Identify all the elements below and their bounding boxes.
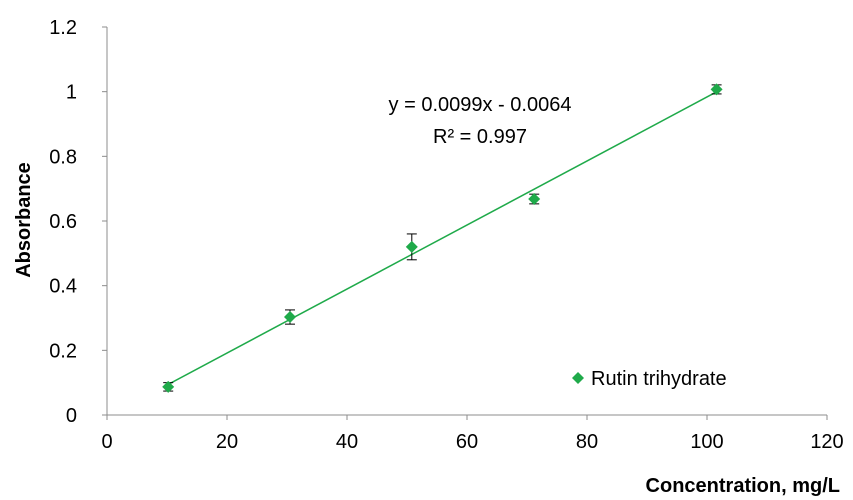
- trendline-group: [167, 91, 717, 386]
- y-tick-label: 0.6: [49, 211, 77, 233]
- data-point: [162, 380, 175, 393]
- data-point: [528, 193, 541, 206]
- y-tick-label: 0.4: [49, 276, 77, 298]
- r-squared-label: R² = 0.997: [433, 126, 527, 148]
- y-tick-label: 0.8: [49, 146, 77, 168]
- trendline: [167, 91, 717, 386]
- x-tick-label: 40: [336, 431, 358, 453]
- legend: Rutin trihydrate: [572, 368, 727, 390]
- data-point: [405, 240, 418, 253]
- y-axis-ticks: 0 0.2 0.4 0.6 0.8 1 1.2: [49, 17, 107, 427]
- x-tick-label: 100: [690, 431, 723, 453]
- x-tick-label: 80: [576, 431, 598, 453]
- x-axis-title: Concentration, mg/L: [646, 475, 840, 497]
- trendline-equation: y = 0.0099x - 0.0064: [389, 94, 572, 116]
- legend-marker-diamond: [572, 372, 584, 384]
- y-tick-label: 1: [66, 82, 77, 104]
- data-point: [284, 311, 296, 324]
- x-tick-label: 0: [101, 431, 112, 453]
- y-tick-label: 1.2: [49, 17, 77, 39]
- data-point: [710, 83, 723, 96]
- y-tick-label: 0.2: [49, 340, 77, 362]
- y-axis-title: Absorbance: [13, 162, 35, 278]
- x-tick-label: 60: [456, 431, 478, 453]
- x-tick-label: 120: [810, 431, 843, 453]
- x-axis-ticks: 0 20 40 60 80 100 120: [101, 415, 844, 453]
- legend-label: Rutin trihydrate: [591, 368, 727, 390]
- y-tick-label: 0: [66, 405, 77, 427]
- data-points: [162, 83, 723, 393]
- x-tick-label: 20: [216, 431, 238, 453]
